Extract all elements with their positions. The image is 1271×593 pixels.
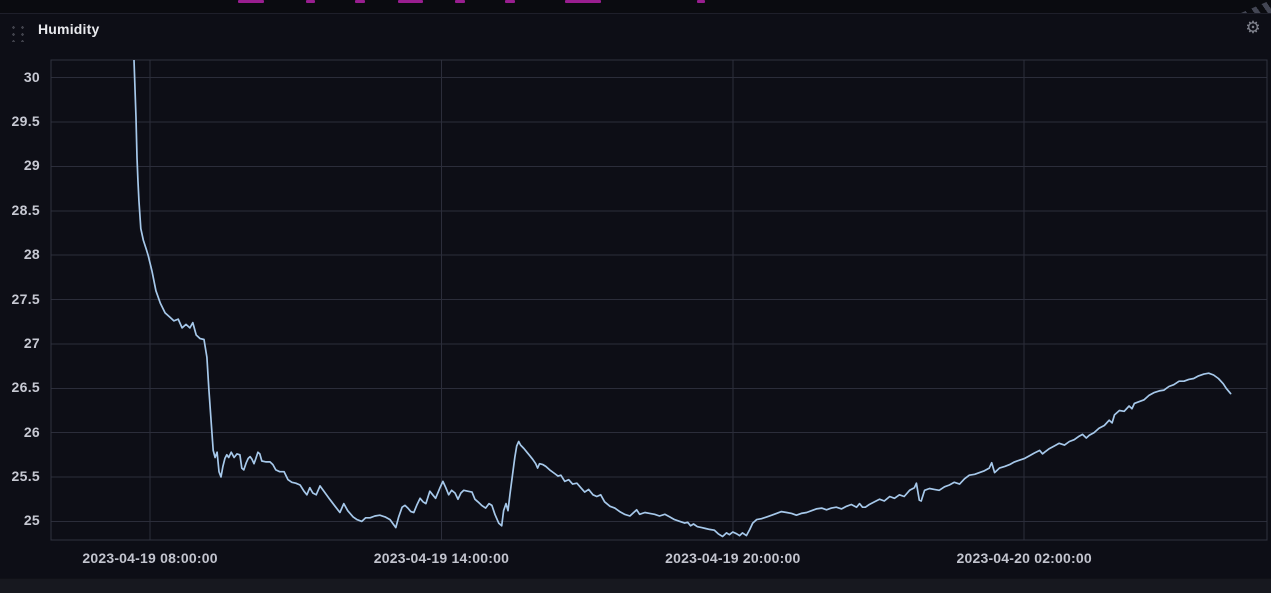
magenta-series-fragment bbox=[505, 0, 515, 3]
magenta-series-fragment bbox=[455, 0, 465, 3]
magenta-series-fragment bbox=[697, 0, 705, 3]
y-axis-tick-label: 27.5 bbox=[11, 290, 40, 307]
magenta-series-fragment bbox=[238, 0, 264, 3]
magenta-series-fragment bbox=[306, 0, 315, 3]
chart-svg bbox=[50, 59, 1268, 541]
adjacent-panel-bottom-edge bbox=[0, 0, 1271, 14]
magenta-series-fragment bbox=[565, 0, 601, 3]
y-axis-tick-label: 28 bbox=[23, 246, 40, 263]
dashboard-gap-strip bbox=[0, 578, 1271, 593]
y-axis-tick-label: 29.5 bbox=[11, 113, 40, 130]
magenta-series-fragment bbox=[398, 0, 423, 3]
y-axis-tick-label: 28.5 bbox=[11, 201, 40, 218]
y-axis-tick-label: 26 bbox=[23, 423, 40, 440]
x-axis-tick-label: 2023-04-19 20:00:00 bbox=[665, 550, 801, 566]
x-axis-tick-label: 2023-04-19 08:00:00 bbox=[82, 550, 218, 566]
x-axis-tick-label: 2023-04-20 02:00:00 bbox=[956, 550, 1092, 566]
y-axis-tick-label: 26.5 bbox=[11, 379, 40, 396]
panel-settings-gear-icon[interactable]: ⚙ bbox=[1245, 18, 1261, 37]
drag-handle-icon[interactable] bbox=[8, 23, 30, 42]
y-axis-tick-label: 29 bbox=[23, 157, 40, 174]
panel-title: Humidity bbox=[38, 21, 100, 37]
y-axis-tick-label: 27 bbox=[23, 334, 40, 351]
humidity-panel: 25 25.5 26 26.5 27 27.5 28 28.5 29 29.5 30 2023-04-… bbox=[0, 14, 1271, 578]
y-axis-tick-label: 25 bbox=[23, 512, 40, 529]
magenta-series-fragment bbox=[355, 0, 365, 3]
panel-header: Humidity ⚙ bbox=[0, 14, 1271, 56]
y-axis-tick-label: 25.5 bbox=[11, 468, 40, 484]
panel-resize-stripes-icon bbox=[1241, 0, 1271, 13]
y-axis-tick-label: 30 bbox=[23, 68, 40, 85]
x-axis-tick-label: 2023-04-19 14:00:00 bbox=[373, 550, 510, 566]
humidity-series-line bbox=[133, 60, 1232, 538]
humidity-line-chart: 25 25.5 26 26.5 27 27.5 28 28.5 29 29.5 30 2023-04-… bbox=[0, 14, 1271, 578]
